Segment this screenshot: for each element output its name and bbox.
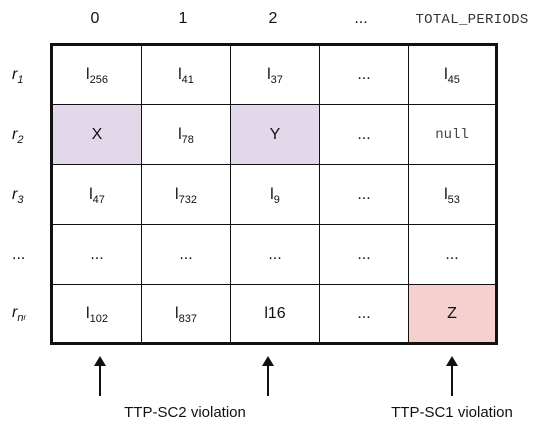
column-header-0: 0 bbox=[90, 10, 100, 27]
column-header-2: 2 bbox=[268, 10, 278, 27]
arrow-total-up bbox=[446, 356, 458, 396]
arrow-col0-up bbox=[94, 356, 106, 396]
arrow-col2-up bbox=[262, 356, 274, 396]
column-header-ellipsis: ... bbox=[354, 10, 368, 27]
row-label-r2: r2 bbox=[12, 126, 24, 146]
annotation-ttp-sc2-violation: TTP-SC2 violation bbox=[124, 404, 246, 421]
column-header-1: 1 bbox=[178, 10, 188, 27]
row-label-ellipsis: ... bbox=[12, 246, 26, 263]
row-label-r1: r1 bbox=[12, 66, 24, 86]
cell-r2-c2-y: Y bbox=[230, 104, 320, 165]
row-label-rnr: rnr bbox=[12, 304, 27, 324]
annotation-ttp-sc1-violation: TTP-SC1 violation bbox=[391, 404, 513, 421]
cell-r5-c4-z: Z bbox=[408, 284, 496, 343]
row-label-r3: r3 bbox=[12, 186, 24, 206]
column-header-total-periods: TOTAL_PERIODS bbox=[415, 12, 529, 28]
